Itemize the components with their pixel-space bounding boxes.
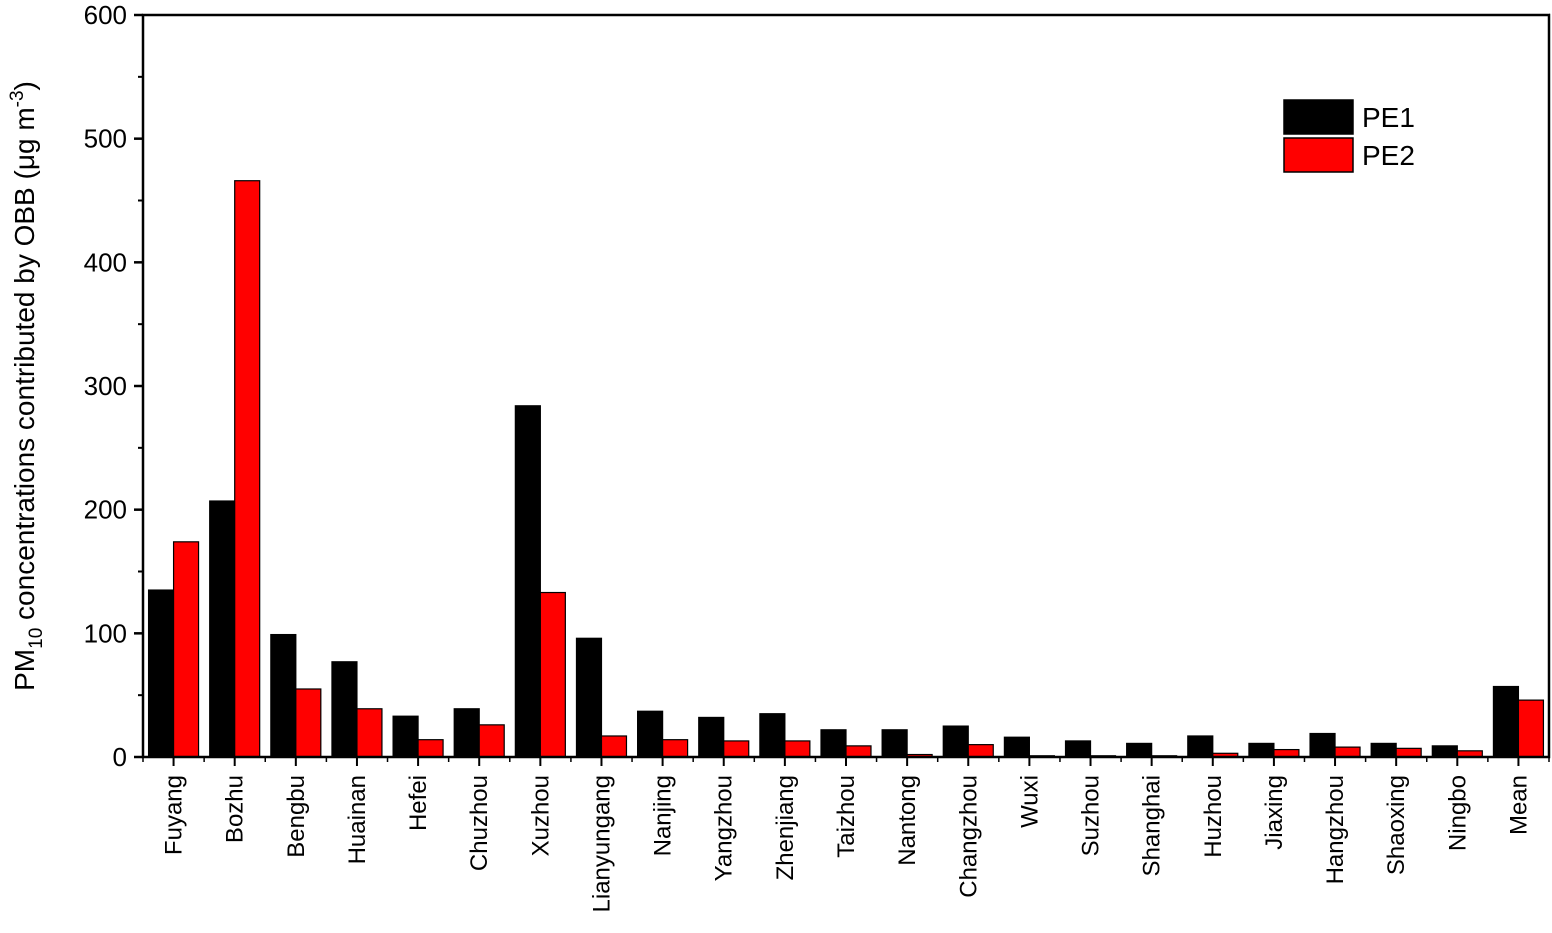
- bar-pe1-nanjing: [637, 710, 664, 758]
- y-tick-label: 100: [84, 618, 127, 648]
- bar-pe1-taizhou: [820, 729, 847, 758]
- x-tick-label: Wuxi: [1016, 775, 1043, 828]
- y-axis: 0 100 200 300 400 500 600: [84, 0, 1550, 772]
- bar-pe2-yangzhou: [723, 740, 750, 758]
- y-axis-title: PM10 concentrations contributed by OBB (…: [7, 81, 47, 691]
- bar-pe1-shanghai: [1126, 742, 1153, 758]
- x-tick-label: Fuyang: [161, 775, 188, 855]
- y-tick-label: 600: [84, 0, 127, 30]
- bar-pe2-huainan: [356, 708, 383, 758]
- y-tick-label: 500: [84, 124, 127, 154]
- x-tick-label: Nantong: [894, 775, 921, 866]
- x-tick-label: Mean: [1505, 775, 1532, 835]
- x-tick-label: Changzhou: [955, 775, 982, 898]
- y-tick-label: 0: [113, 742, 127, 772]
- x-tick-label: Huzhou: [1200, 775, 1227, 858]
- x-tick-label: Chuzhou: [466, 775, 493, 871]
- bars-layer: [147, 180, 1545, 758]
- x-tick-label: Suzhou: [1078, 775, 1105, 856]
- bar-pe1-huainan: [331, 661, 358, 758]
- x-tick-label: Hefei: [405, 775, 432, 831]
- bar-pe1-xuzhou: [514, 405, 541, 758]
- bar-pe1-mean: [1492, 685, 1520, 758]
- bar-pe1-hangzhou: [1309, 732, 1336, 758]
- bar-pe1-bengbu: [270, 633, 297, 758]
- y-tick-label: 400: [84, 247, 127, 277]
- x-tick-label: Bengbu: [283, 775, 310, 858]
- bar-pe1-changzhou: [942, 725, 969, 758]
- bar-pe2-mean: [1517, 699, 1545, 758]
- y-tick-label: 300: [84, 371, 127, 401]
- x-tick-label: Yangzhou: [711, 775, 738, 881]
- x-tick-label: Huainan: [344, 775, 371, 864]
- bar-pe1-hefei: [392, 715, 419, 758]
- bar-pe2-bengbu: [295, 688, 322, 758]
- x-tick-label: Taizhou: [833, 775, 860, 858]
- bar-pe2-hangzhou: [1334, 746, 1361, 758]
- bar-pe2-fuyang: [172, 541, 200, 758]
- x-tick-label: Shanghai: [1139, 775, 1166, 876]
- bar-pe2-lianyungang: [600, 735, 628, 758]
- x-tick-label: Jiaxing: [1261, 775, 1288, 850]
- legend-label-pe2: PE2: [1362, 140, 1415, 171]
- y-tick-label: 200: [84, 495, 127, 525]
- x-axis: Fuyang Bozhu Bengbu Huainan Hefei Chuzhou Xuzh…: [142, 757, 1550, 912]
- bar-pe1-wuxi: [1003, 736, 1030, 758]
- bar-pe1-yangzhou: [698, 716, 725, 758]
- bar-pe2-shaoxing: [1395, 747, 1422, 758]
- bar-pe2-nanjing: [662, 739, 689, 758]
- x-tick-label: Nanjing: [650, 775, 677, 856]
- bar-pe2-hefei: [417, 739, 444, 758]
- bar-pe1-zhenjiang: [759, 713, 786, 758]
- legend-label-pe1: PE1: [1362, 102, 1415, 133]
- bar-pe2-changzhou: [967, 744, 994, 758]
- bar-pe2-taizhou: [845, 745, 872, 758]
- bar-pe1-bozhu: [209, 500, 236, 758]
- x-tick-label: Xuzhou: [527, 775, 554, 856]
- bar-pe2-chuzhou: [478, 724, 505, 758]
- bar-pe2-xuzhou: [539, 591, 566, 758]
- x-tick-label: Hangzhou: [1322, 775, 1349, 884]
- bar-pe2-zhenjiang: [784, 740, 811, 758]
- bar-pe1-fuyang: [147, 589, 175, 758]
- bar-pe1-huzhou: [1187, 735, 1214, 758]
- x-tick-label: Bozhu: [222, 775, 249, 843]
- legend-swatch-pe1: [1283, 99, 1354, 135]
- bar-pe1-nantong: [881, 729, 908, 758]
- bar-pe2-bozhu: [234, 180, 261, 758]
- legend-swatch-pe2: [1283, 137, 1354, 173]
- x-tick-label: Ningbo: [1444, 775, 1471, 851]
- x-tick-label: Zhenjiang: [772, 775, 799, 880]
- bar-pe1-chuzhou: [453, 708, 480, 758]
- bar-pe1-ningbo: [1431, 745, 1458, 758]
- x-tick-label: Shaoxing: [1383, 775, 1410, 875]
- bar-pe1-lianyungang: [575, 637, 603, 758]
- bar-pe1-suzhou: [1064, 740, 1092, 758]
- x-tick-label: Lianyungang: [588, 775, 615, 912]
- bar-pe1-shaoxing: [1370, 742, 1397, 758]
- bar-pe1-jiaxing: [1248, 742, 1275, 758]
